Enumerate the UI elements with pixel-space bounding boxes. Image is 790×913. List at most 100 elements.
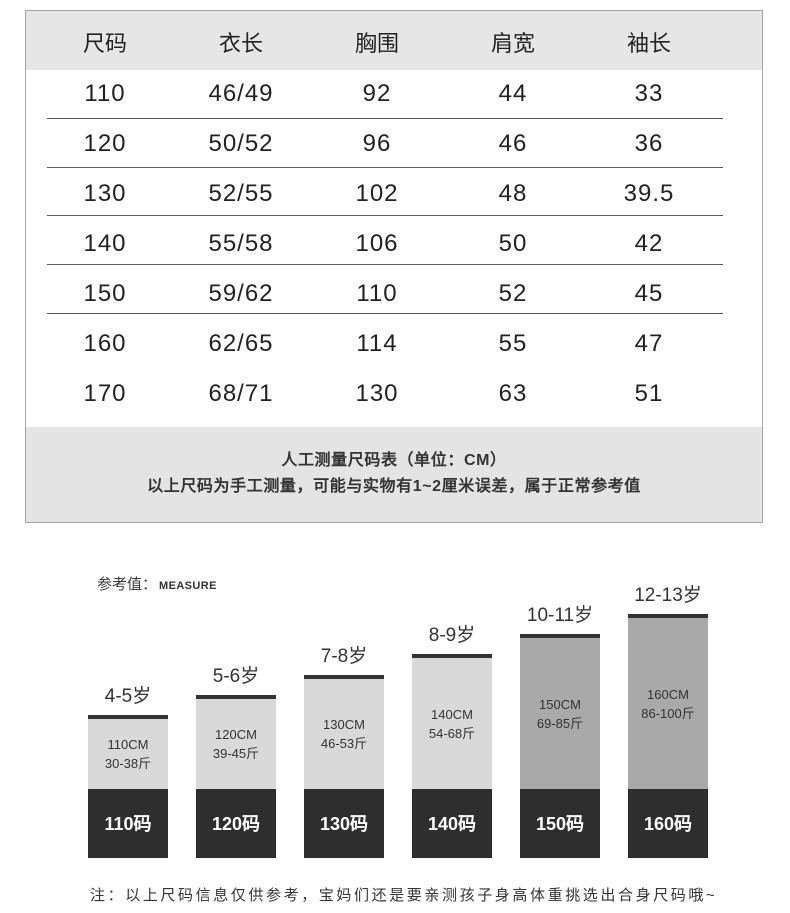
cell-sleeve: 45 bbox=[634, 280, 664, 307]
cell-length: 62/65 bbox=[208, 330, 274, 357]
table-row: 120 50/52 96 46 36 bbox=[37, 119, 717, 169]
column-cap bbox=[520, 634, 600, 639]
cell-sleeve: 36 bbox=[634, 130, 664, 157]
cell-shoulder: 52 bbox=[498, 280, 528, 307]
cell-chest: 92 bbox=[362, 80, 392, 107]
reference-column: 5-6岁 120CM 39-45斤 120码 bbox=[196, 666, 276, 858]
height-value: 110CM bbox=[107, 737, 149, 752]
cell-length: 50/52 bbox=[208, 130, 274, 157]
table-row: 170 68/71 130 63 51 bbox=[37, 369, 717, 419]
cell-chest: 96 bbox=[362, 130, 392, 157]
cell-size: 110 bbox=[84, 80, 126, 107]
cell-chest: 106 bbox=[355, 230, 399, 257]
table-row: 110 46/49 92 44 33 bbox=[37, 69, 717, 119]
cell-size: 140 bbox=[83, 230, 127, 257]
row-divider bbox=[47, 215, 723, 216]
age-label: 7-8岁 bbox=[320, 645, 368, 667]
weight-value: 30-38斤 bbox=[104, 756, 152, 771]
cell-shoulder: 46 bbox=[498, 130, 528, 157]
row-divider bbox=[47, 313, 723, 314]
column-body: 130CM 46-53斤 bbox=[304, 678, 384, 789]
cell-size: 120 bbox=[83, 130, 127, 157]
size-label: 120码 bbox=[196, 789, 276, 858]
cell-shoulder: 50 bbox=[498, 230, 528, 257]
size-label: 150码 bbox=[520, 789, 600, 858]
row-divider bbox=[47, 118, 723, 119]
table-row: 130 52/55 102 48 39.5 bbox=[37, 169, 717, 219]
table-header-row: 尺码 衣长 胸围 肩宽 袖长 bbox=[37, 19, 717, 69]
cell-shoulder: 55 bbox=[498, 330, 528, 357]
cell-sleeve: 42 bbox=[634, 230, 664, 257]
size-table: 尺码 衣长 胸围 肩宽 袖长 110 46/49 92 44 33 120 50… bbox=[25, 10, 763, 523]
header-chest: 胸围 bbox=[354, 31, 399, 56]
cell-length: 46/49 bbox=[208, 80, 274, 107]
height-value: 150CM bbox=[539, 696, 581, 712]
row-divider bbox=[47, 167, 723, 168]
cell-length: 68/71 bbox=[208, 380, 274, 407]
column-body: 150CM 69-85斤 bbox=[520, 638, 600, 789]
reference-column: 4-5岁 110CM 30-38斤 110码 bbox=[88, 686, 168, 858]
cell-sleeve: 39.5 bbox=[623, 180, 675, 207]
cell-chest: 102 bbox=[355, 180, 399, 207]
age-label: 10-11岁 bbox=[526, 605, 594, 627]
column-body: 160CM 86-100斤 bbox=[628, 618, 708, 789]
row-divider bbox=[47, 264, 723, 265]
column-body: 120CM 39-45斤 bbox=[196, 698, 276, 789]
table-row: 140 55/58 106 50 42 bbox=[37, 219, 717, 269]
cell-shoulder: 63 bbox=[498, 380, 528, 407]
size-label: 130码 bbox=[304, 789, 384, 858]
table-header: 尺码 衣长 胸围 肩宽 袖长 bbox=[26, 11, 762, 70]
column-body: 110CM 30-38斤 bbox=[88, 719, 168, 789]
cell-shoulder: 48 bbox=[498, 180, 528, 207]
table-row: 160 62/65 114 55 47 bbox=[37, 319, 717, 369]
header-length: 衣长 bbox=[218, 31, 263, 56]
size-label: 110码 bbox=[88, 789, 168, 858]
reference-title-en: MEASURE bbox=[159, 580, 217, 592]
reference-column: 8-9岁 140CM 54-68斤 140码 bbox=[412, 625, 492, 858]
header-size: 尺码 bbox=[82, 31, 127, 56]
height-value: 120CM bbox=[215, 726, 257, 742]
footer-title: 人工测量尺码表（单位：CM） bbox=[281, 452, 507, 469]
cell-chest: 110 bbox=[356, 280, 398, 307]
cell-length: 55/58 bbox=[208, 230, 274, 257]
table-row: 150 59/62 110 52 45 bbox=[37, 269, 717, 319]
header-shoulder: 肩宽 bbox=[490, 31, 535, 56]
age-label: 12-13岁 bbox=[634, 585, 702, 606]
age-label: 4-5岁 bbox=[104, 686, 152, 707]
footer-note: 以上尺码为手工测量，可能与实物有1~2厘米误差，属于正常参考值 bbox=[147, 478, 641, 495]
cell-length: 52/55 bbox=[208, 180, 274, 207]
weight-value: 46-53斤 bbox=[320, 735, 368, 751]
size-label: 160码 bbox=[628, 789, 708, 858]
cell-size: 160 bbox=[83, 330, 127, 357]
cell-length: 59/62 bbox=[208, 280, 274, 307]
cell-sleeve: 47 bbox=[634, 330, 664, 357]
footnote: 注：以上尺码信息仅供参考，宝妈们还是要亲测孩子身高体重挑选出合身尺码哦~ bbox=[90, 887, 718, 904]
reference-title: 参考值： bbox=[97, 576, 158, 593]
weight-value: 86-100斤 bbox=[641, 705, 695, 721]
cell-chest: 114 bbox=[356, 330, 398, 357]
column-cap bbox=[196, 694, 276, 699]
size-label: 140码 bbox=[412, 789, 492, 858]
cell-size: 150 bbox=[83, 280, 127, 307]
column-cap bbox=[88, 715, 168, 719]
column-cap bbox=[412, 654, 492, 659]
cell-chest: 130 bbox=[355, 380, 399, 407]
header-sleeve: 袖长 bbox=[626, 31, 671, 56]
cell-size: 170 bbox=[83, 380, 127, 407]
cell-size: 130 bbox=[83, 180, 127, 207]
column-cap bbox=[304, 674, 384, 679]
reference-column: 10-11岁 150CM 69-85斤 150码 bbox=[520, 605, 600, 858]
cell-shoulder: 44 bbox=[498, 80, 528, 107]
weight-value: 69-85斤 bbox=[536, 715, 584, 731]
height-value: 140CM bbox=[431, 706, 473, 722]
column-cap bbox=[628, 614, 708, 618]
reference-column: 7-8岁 130CM 46-53斤 130码 bbox=[304, 646, 384, 858]
cell-sleeve: 33 bbox=[634, 80, 664, 107]
age-label: 5-6岁 bbox=[212, 665, 260, 687]
weight-value: 39-45斤 bbox=[212, 745, 260, 761]
table-footer: 人工测量尺码表（单位：CM） 以上尺码为手工测量，可能与实物有1~2厘米误差，属… bbox=[26, 427, 762, 522]
height-value: 160CM bbox=[647, 686, 689, 702]
reference-column: 12-13岁 160CM 86-100斤 160码 bbox=[628, 585, 708, 858]
age-label: 8-9岁 bbox=[428, 625, 476, 647]
reference-label: 参考值： MEASURE bbox=[97, 574, 217, 597]
